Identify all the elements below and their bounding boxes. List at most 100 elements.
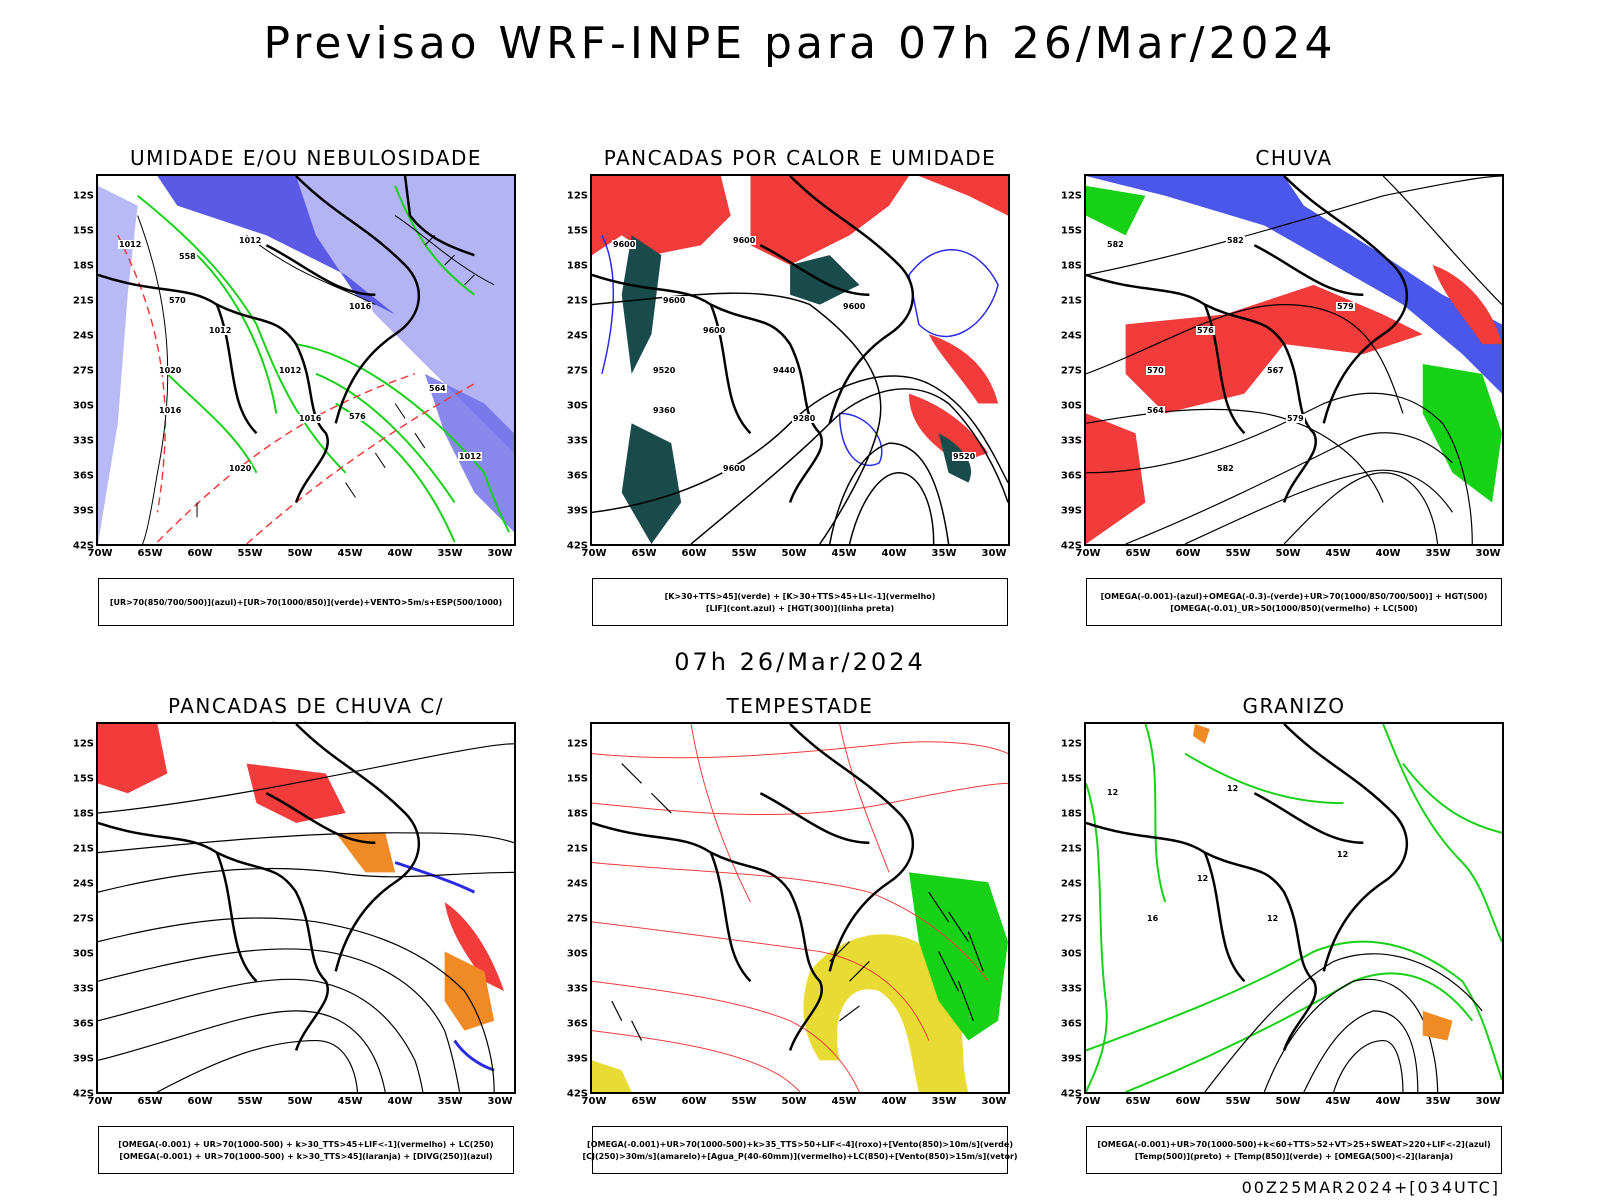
- panel-legend: [K>30+TTS>45](verde) + [K>30+TTS>45+LI<-…: [592, 578, 1008, 626]
- lon-tick-label: 35W: [931, 1096, 957, 1107]
- map-tempestade[interactable]: [590, 722, 1010, 1094]
- thickness-contours: [117, 235, 475, 544]
- lat-tick-label: 24S: [566, 330, 588, 342]
- red-instability-area: [918, 176, 1008, 216]
- lon-tick-label: 40W: [881, 1096, 907, 1107]
- green-wind-area: [908, 872, 1008, 1041]
- contour-label: 16: [1146, 914, 1160, 923]
- lon-tick-label: 45W: [337, 1096, 363, 1107]
- streamlines: [98, 743, 514, 1092]
- blue-divergence: [453, 1039, 495, 1072]
- country-borders: [1086, 176, 1408, 503]
- lat-axis: 12S 15S 18S 21S 24S 27S 30S 33S 36S 39S 42S: [1048, 722, 1082, 1100]
- map-pancadas-trovoadas[interactable]: [96, 722, 516, 1094]
- contour-label: 9600: [612, 240, 637, 249]
- lat-tick-label: 21S: [566, 295, 588, 307]
- yellow-jet-area: [592, 1060, 632, 1092]
- andes-humidity-area: [98, 185, 138, 544]
- lon-tick-label: 45W: [831, 1096, 857, 1107]
- lat-tick-label: 18S: [72, 260, 94, 272]
- orange-omega-area: [1422, 1010, 1453, 1041]
- contour-label: 12: [1266, 914, 1280, 923]
- map-umidade[interactable]: 1012 1012 1016 1012 1020 1012 1016 1016 1020 1012…: [96, 174, 516, 546]
- contour-label: 9520: [952, 452, 977, 461]
- lon-axis: 70W 65W 60W 55W 50W 45W 40W 35W 30W: [582, 548, 1010, 562]
- panel-pancadas-trovoadas: PANCADAS DE CHUVA C/ TROVOADAS 12S15S18S…: [73, 694, 516, 1184]
- lon-tick-label: 70W: [581, 1096, 607, 1107]
- legend-line: [Temp(500)](preto) + [Temp(850)](verde) …: [1134, 1151, 1454, 1161]
- map-chuva[interactable]: 582 582 579 576 570 567 564 579 582: [1084, 174, 1504, 546]
- teal-instability-area: [621, 423, 682, 544]
- lon-tick-label: 30W: [981, 1096, 1007, 1107]
- contour-label: 1016: [158, 406, 183, 415]
- lat-tick-label: 33S: [1060, 983, 1082, 995]
- panel-legend: [OMEGA(-0.001) + UR>70(1000-500) + k>30_…: [98, 1126, 514, 1174]
- panel-title: CHUVA: [1255, 146, 1333, 170]
- panel-title: UMIDADE E/OU NEBULOSIDADE: [129, 146, 483, 170]
- lat-tick-label: 33S: [1060, 435, 1082, 447]
- map-svg: [98, 176, 514, 544]
- lon-axis: 70W 65W 60W 55W 50W 45W 40W 35W 30W: [1076, 548, 1504, 562]
- lat-tick-label: 24S: [1060, 330, 1082, 342]
- green-omega-area: [1086, 185, 1146, 236]
- map-svg: [592, 176, 1008, 544]
- lon-tick-label: 55W: [237, 548, 263, 559]
- lat-tick-label: 15S: [72, 225, 94, 237]
- lon-tick-label: 60W: [187, 1096, 213, 1107]
- legend-line: [LIF](cont.azul) + [HGT(300)](linha pret…: [705, 603, 895, 613]
- lat-axis: 12S 15S 18S 21S 24S 27S 30S 33S 36S 39S 42S: [1048, 174, 1082, 552]
- legend-line: [UR>70(850/700/500)](azul)+[UR>70(1000/8…: [109, 597, 503, 607]
- contour-label: 9360: [652, 406, 677, 415]
- blue-omega-area: [1086, 176, 1502, 394]
- lon-tick-label: 30W: [487, 1096, 513, 1107]
- country-borders: [592, 724, 914, 1051]
- lon-tick-label: 45W: [1325, 1096, 1351, 1107]
- lon-tick-label: 35W: [437, 1096, 463, 1107]
- panel-legend: [OMEGA(-0.001)+UR>70(1000-500)+k<60+TTS>…: [1086, 1126, 1502, 1174]
- lon-tick-label: 45W: [1325, 548, 1351, 559]
- lat-tick-label: 27S: [72, 913, 94, 925]
- lat-tick-label: 39S: [566, 505, 588, 517]
- map-pancadas-calor[interactable]: 9600 9600 9600 9600 9520 9440 9360 9280 9600 9520…: [590, 174, 1010, 546]
- lon-tick-label: 55W: [237, 1096, 263, 1107]
- contour-label: 12: [1106, 788, 1120, 797]
- lon-tick-label: 65W: [137, 1096, 163, 1107]
- lon-axis: 70W 65W 60W 55W 50W 45W 40W 35W 30W: [88, 548, 516, 562]
- lat-tick-label: 27S: [1060, 913, 1082, 925]
- lon-tick-label: 30W: [487, 548, 513, 559]
- panel-legend: [OMEGA(-0.001)+UR>70(1000-500)+k>35_TTS>…: [582, 1126, 1018, 1174]
- lat-tick-label: 21S: [72, 295, 94, 307]
- lon-tick-label: 70W: [1075, 548, 1101, 559]
- legend-line: [OMEGA(-0.001)+UR>70(1000-500)+k<60+TTS>…: [1097, 1139, 1491, 1149]
- legend-line: [OMEGA(-0.01)_UR>50(1000/850)(vermelho) …: [1170, 603, 1418, 613]
- lon-tick-label: 45W: [337, 548, 363, 559]
- lat-tick-label: 15S: [72, 773, 94, 785]
- lat-tick-label: 21S: [1060, 295, 1082, 307]
- lon-axis: 70W 65W 60W 55W 50W 45W 40W 35W 30W: [1076, 1096, 1504, 1110]
- lon-tick-label: 40W: [387, 1096, 413, 1107]
- contour-label: 564: [428, 384, 447, 393]
- contour-label: 1012: [118, 240, 143, 249]
- map-granizo[interactable]: 12 12 12 12 16 12: [1084, 722, 1504, 1094]
- light-blue-humidity-area: [98, 176, 514, 453]
- lon-tick-label: 40W: [1375, 548, 1401, 559]
- contour-label: 1020: [158, 366, 183, 375]
- country-borders: [1086, 724, 1408, 1051]
- green-humidity-contours: [137, 185, 510, 543]
- lat-tick-label: 12S: [566, 190, 588, 202]
- contour-label: 1012: [458, 452, 483, 461]
- teal-instability-area: [790, 255, 860, 305]
- contour-label: 9600: [722, 464, 747, 473]
- lat-tick-label: 12S: [72, 190, 94, 202]
- lat-tick-label: 12S: [1060, 190, 1082, 202]
- lat-tick-label: 39S: [1060, 505, 1082, 517]
- lat-tick-label: 18S: [72, 808, 94, 820]
- contour-label: 570: [168, 296, 187, 305]
- lat-tick-label: 33S: [72, 983, 94, 995]
- lat-axis: 12S 15S 18S 21S 24S 27S 30S 33S 36S 39S 42S: [554, 174, 588, 552]
- lon-tick-label: 30W: [1475, 1096, 1501, 1107]
- contour-label: 1012: [208, 326, 233, 335]
- lat-tick-label: 33S: [566, 435, 588, 447]
- contour-label: 9280: [792, 414, 817, 423]
- lat-tick-label: 18S: [566, 808, 588, 820]
